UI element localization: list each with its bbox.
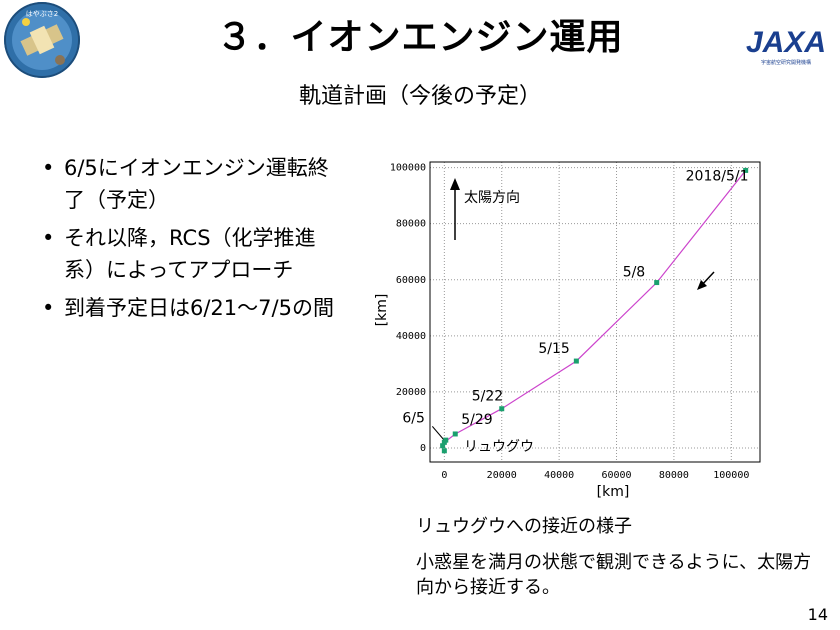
data-marker-cluster xyxy=(440,443,446,449)
x-tick-label: 0 xyxy=(441,470,447,481)
x-axis-label: [km] xyxy=(597,484,630,500)
trajectory-chart: 0 20000 40000 60000 80000 100000 0 20000 40000 60… xyxy=(374,161,761,500)
x-tick-label: 60000 xyxy=(601,470,631,481)
jaxa-logo: JAXA 宇宙航空研究開発機構 xyxy=(740,20,832,70)
target-label: リュウグウ xyxy=(464,439,534,455)
bullet-item: それ以降，RCS（化学推進系）によってアプローチ xyxy=(42,222,342,286)
label-pointer xyxy=(431,426,445,441)
data-marker xyxy=(743,167,749,173)
bullet-item: 6/5にイオンエンジン運転終了（予定） xyxy=(42,152,342,216)
data-labels: 2018/5/1 5/8 5/15 5/22 5/29 6/5 xyxy=(402,168,748,428)
slide-title: ３．イオンエンジン運用 xyxy=(216,17,624,58)
data-label: 5/29 xyxy=(461,412,492,428)
data-marker xyxy=(499,406,505,412)
data-marker-cluster xyxy=(443,437,449,443)
x-tick-label: 40000 xyxy=(544,470,574,481)
y-tick-label: 100000 xyxy=(390,163,426,174)
data-marker xyxy=(573,358,579,364)
chart-caption-title: リュウグウへの接近の様子 xyxy=(416,516,632,537)
plot-frame xyxy=(429,161,761,463)
x-tick-label: 100000 xyxy=(713,470,749,481)
data-label: 2018/5/1 xyxy=(686,168,749,184)
y-axis-label: [km] xyxy=(374,294,390,327)
y-tick-label: 80000 xyxy=(396,219,426,230)
slide-subtitle: 軌道計画（今後の予定） xyxy=(298,84,541,109)
tick-labels: 0 20000 40000 60000 80000 100000 0 20000 40000 60… xyxy=(390,163,749,481)
data-label: 5/22 xyxy=(472,389,503,405)
y-tick-label: 40000 xyxy=(396,331,426,342)
x-tick-label: 20000 xyxy=(487,470,517,481)
data-label: 6/5 xyxy=(402,410,425,426)
data-label: 5/8 xyxy=(623,265,646,281)
page-number: 14 xyxy=(807,605,828,624)
data-marker xyxy=(654,280,660,286)
approach-arrowhead xyxy=(697,280,707,290)
hayabusa2-logo: はやぶさ2 xyxy=(4,2,80,78)
data-marker-cluster xyxy=(441,448,447,454)
sun-direction-arrowhead xyxy=(450,178,460,190)
y-tick-label: 20000 xyxy=(396,387,426,398)
sun-direction-label: 太陽方向 xyxy=(464,190,520,206)
chart-grid xyxy=(430,162,760,462)
logo-left-text: はやぶさ2 xyxy=(26,10,58,18)
y-tick-label: 60000 xyxy=(396,275,426,286)
data-markers xyxy=(431,167,749,454)
y-tick-label: 0 xyxy=(420,443,426,454)
data-label: 5/15 xyxy=(538,341,569,357)
bullet-item: 到着予定日は6/21～7/5の間 xyxy=(42,292,342,324)
data-marker xyxy=(452,431,458,437)
logo-right-text: JAXA xyxy=(746,26,826,59)
x-tick-label: 80000 xyxy=(659,470,689,481)
bullet-list: 6/5にイオンエンジン運転終了（予定） それ以降，RCS（化学推進系）によってア… xyxy=(42,152,342,330)
logo-right-small: 宇宙航空研究開発機構 xyxy=(761,59,811,66)
chart-caption-text: 小惑星を満月の状態で観測できるように、太陽方向から接近する。 xyxy=(416,552,812,598)
